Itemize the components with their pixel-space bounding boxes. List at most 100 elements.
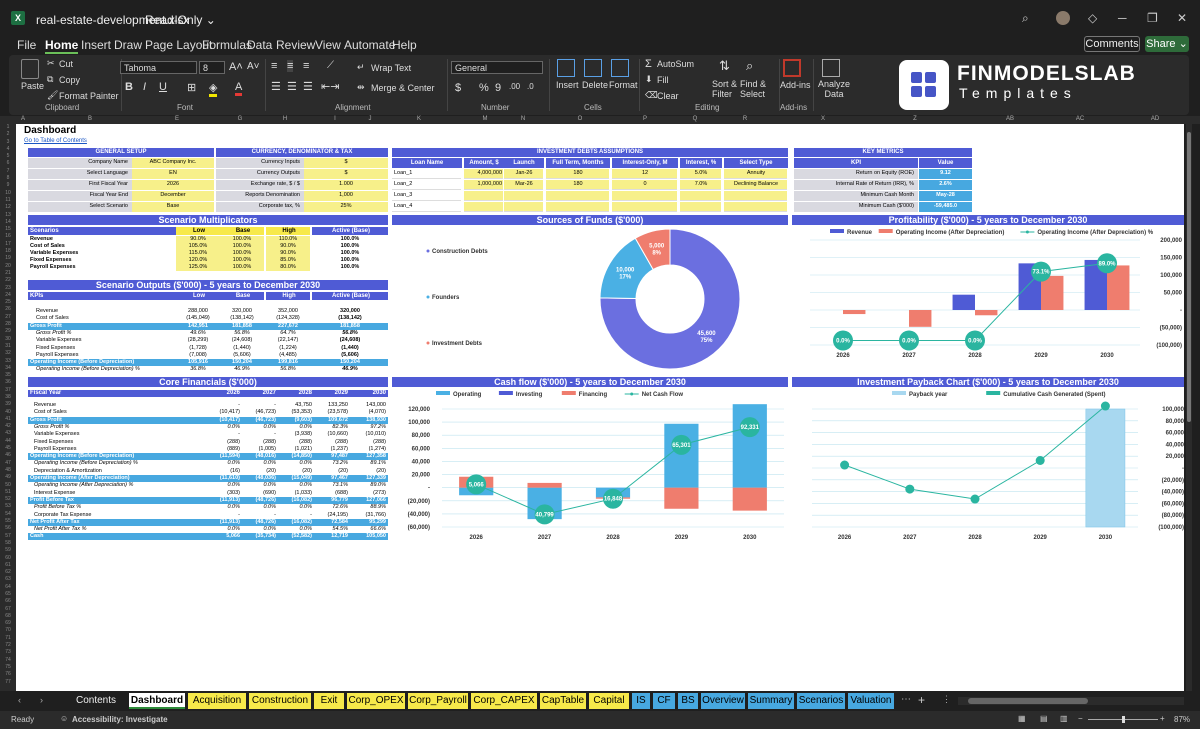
loan-input[interactable] [504,191,543,201]
row-number[interactable]: 41 [5,415,11,422]
col-m[interactable]: M [482,116,488,122]
mult-input[interactable] [220,236,264,243]
sheet-tab[interactable]: Scenarios [797,693,845,709]
col-i[interactable]: I [334,116,336,122]
comma-icon[interactable]: 9 [495,82,502,94]
fill-color-icon[interactable]: ◈ [209,81,218,97]
percent-icon[interactable]: % [479,82,489,94]
copy-button[interactable]: Copy [59,75,81,85]
page-layout-icon[interactable]: ▤ [1040,714,1048,723]
loan-input[interactable] [464,169,503,179]
font-name-select[interactable]: Tahoma [120,61,197,74]
sheet-tab[interactable]: Overview [701,693,745,709]
row-number[interactable]: 26 [5,306,11,313]
col-g[interactable]: G [237,116,243,122]
loan-input[interactable] [680,202,721,212]
underline-icon[interactable]: U [159,81,167,93]
menu-draw[interactable]: Draw [114,38,143,52]
analyze-data-button[interactable]: Analyze Data [818,79,851,99]
menu-home[interactable]: Home [45,38,79,54]
row-number[interactable]: 4 [6,145,10,152]
mult-input[interactable] [266,257,310,264]
row-number[interactable]: 39 [5,401,11,408]
loan-input[interactable] [504,169,543,179]
currency-input[interactable] [304,158,388,168]
menu-review[interactable]: Review [276,38,316,52]
bold-icon[interactable]: B [125,81,133,93]
row-number[interactable]: 21 [5,269,11,276]
italic-icon[interactable]: I [143,81,147,93]
menu-insert[interactable]: Insert [81,38,112,52]
loan-input[interactable] [464,202,503,212]
row-number[interactable]: 65 [5,591,11,597]
row-number[interactable]: 5 [6,153,10,160]
borders-icon[interactable]: ⊞ [187,82,197,94]
row-number[interactable]: 23 [5,284,11,291]
wrap-text-button[interactable]: Wrap Text [371,63,412,73]
row-number[interactable]: 38 [5,393,11,400]
row-number[interactable]: 69 [5,620,11,627]
row-number[interactable]: 28 [5,321,11,328]
comments-button[interactable]: Comments [1084,36,1140,52]
restore-icon[interactable]: ❐ [1147,11,1158,25]
row-number[interactable]: 16 [5,233,11,240]
setup-input[interactable] [132,202,214,212]
indent-icon[interactable]: ⇤⇥ [321,81,340,93]
setup-input[interactable] [132,169,214,179]
loan-input[interactable] [724,191,787,201]
col-k[interactable]: K [416,116,421,122]
sheet-tab[interactable]: Valuation [848,693,894,709]
close-icon[interactable]: ✕ [1177,11,1188,25]
col-o[interactable]: O [577,116,583,122]
row-number[interactable]: 49 [5,474,11,481]
zoom-level[interactable]: 87% [1174,715,1191,724]
normal-view-icon[interactable]: ▦ [1018,714,1026,723]
prev-sheet-icon[interactable]: ‹ [18,695,21,705]
row-number[interactable]: 29 [5,328,11,335]
row-number[interactable]: 1 [6,124,10,130]
minimize-icon[interactable]: ─ [1118,11,1127,25]
sheet-tab[interactable]: Contents [66,693,126,709]
currency-input[interactable] [304,169,388,179]
row-number[interactable]: 31 [5,342,11,349]
col-n[interactable]: N [520,116,526,122]
row-number[interactable]: 52 [5,496,11,503]
row-number[interactable]: 8 [6,175,10,182]
row-number[interactable]: 77 [5,678,11,685]
loan-input[interactable] [680,169,721,179]
more-options-icon[interactable]: ⋮ [942,694,951,704]
avatar[interactable] [1056,11,1070,25]
row-number[interactable]: 71 [5,634,11,641]
zoom-out-icon[interactable]: − [1078,714,1083,723]
row-number[interactable]: 18 [5,248,11,255]
diamond-icon[interactable]: ◇ [1088,11,1098,25]
align-top-icon[interactable]: ≡ [271,60,278,72]
accessibility-status[interactable]: Accessibility: Investigate [72,715,168,724]
row-number[interactable]: 13 [5,211,11,218]
row-number[interactable]: 67 [5,605,11,612]
loan-input[interactable] [612,169,677,179]
mult-input[interactable] [176,257,220,264]
col-r[interactable]: R [742,116,748,122]
setup-input[interactable] [132,191,214,201]
format-painter-button[interactable]: Format Painter [59,91,119,101]
row-number[interactable]: 33 [5,357,11,364]
row-number[interactable]: 56 [5,525,11,532]
loan-input[interactable] [546,202,609,212]
menu-page-layout[interactable]: Page Layout [145,38,213,52]
mult-input[interactable] [266,236,310,243]
next-sheet-icon[interactable]: › [40,695,43,705]
loan-input[interactable] [464,191,503,201]
mult-input[interactable] [176,243,220,250]
share-button[interactable]: Share ⌄ [1145,36,1189,52]
loan-input[interactable] [724,202,787,212]
mult-input[interactable] [176,250,220,257]
col-h[interactable]: H [282,116,288,122]
zoom-slider[interactable] [1088,716,1158,723]
row-number[interactable]: 2 [6,131,10,138]
sheet-tab[interactable]: Exit [314,693,344,709]
col-z[interactable]: Z [913,116,917,122]
align-bottom-icon[interactable]: ≡ [303,60,310,72]
sheet-tab[interactable]: Corp_Payroll [408,693,468,709]
increase-decimal-icon[interactable]: .00 [509,82,521,91]
